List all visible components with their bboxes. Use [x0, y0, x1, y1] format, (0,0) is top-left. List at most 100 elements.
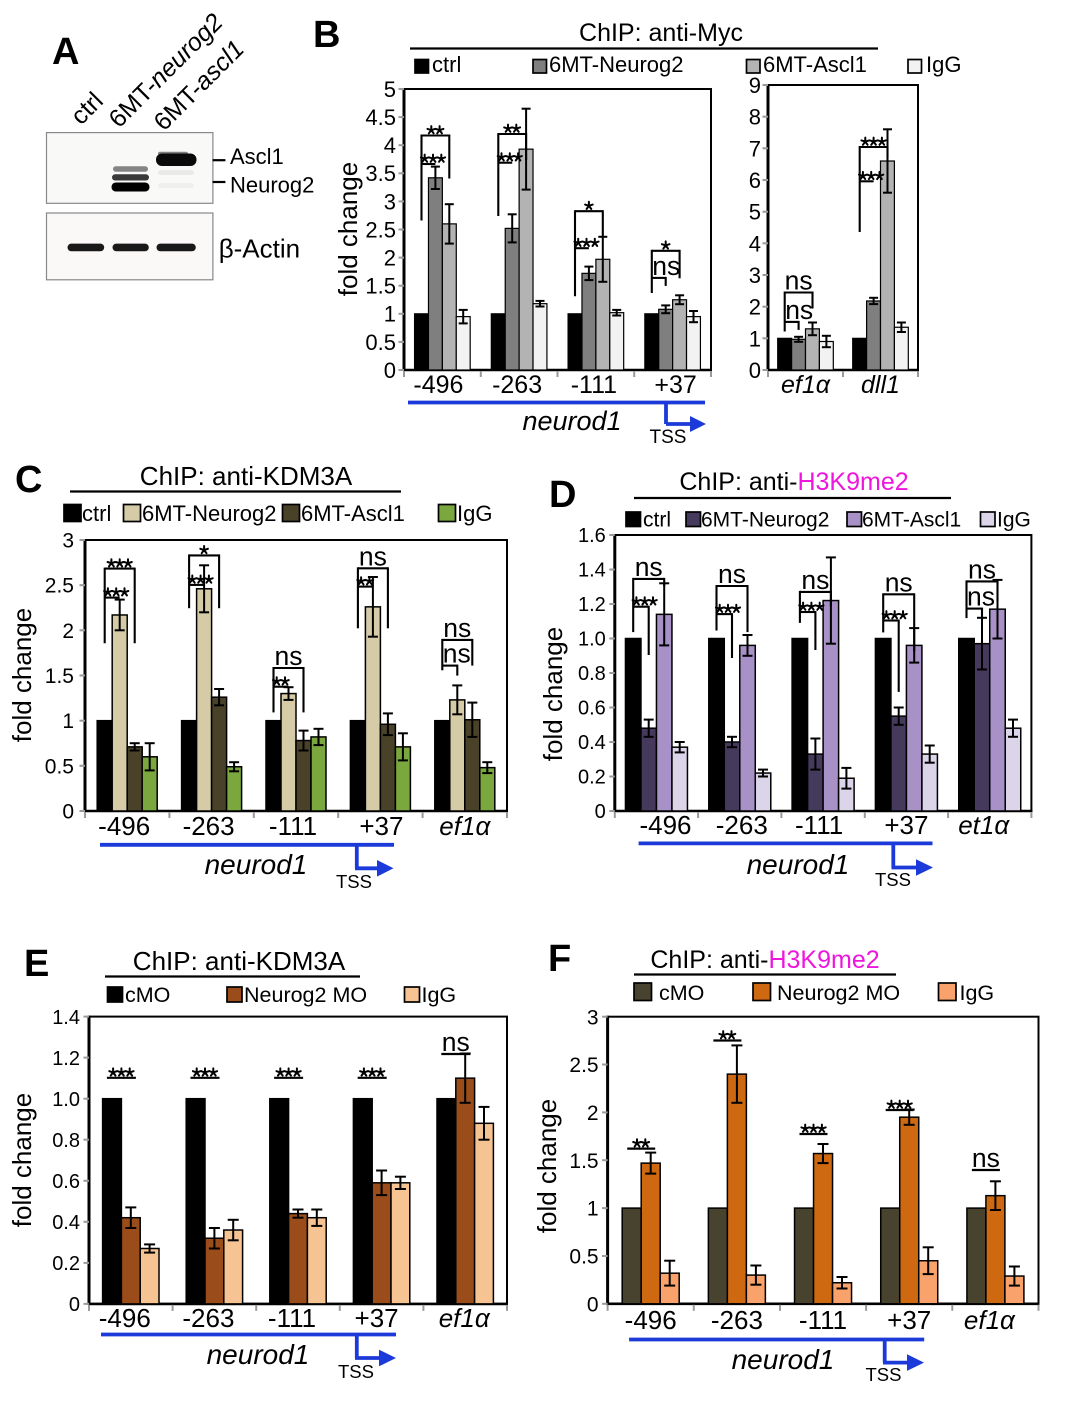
- svg-text:+37: +37: [654, 371, 696, 399]
- svg-text:1.0: 1.0: [578, 629, 606, 651]
- svg-text:1.5: 1.5: [365, 274, 396, 299]
- svg-text:ns: ns: [718, 559, 746, 589]
- svg-text:ns: ns: [635, 552, 663, 582]
- svg-text:1.0: 1.0: [52, 1089, 80, 1111]
- svg-text:fold change: fold change: [538, 627, 568, 761]
- svg-text:A: A: [52, 31, 79, 73]
- svg-text:β-Actin: β-Actin: [219, 234, 300, 264]
- svg-text:1.5: 1.5: [569, 1150, 598, 1173]
- svg-text:+37: +37: [355, 1303, 399, 1333]
- svg-text:4.5: 4.5: [365, 105, 396, 130]
- svg-text:ef1α: ef1α: [781, 371, 831, 399]
- svg-text:neurod1: neurod1: [205, 849, 308, 880]
- svg-text:-496: -496: [413, 371, 463, 399]
- svg-text:ChIP: anti-KDM3A: ChIP: anti-KDM3A: [133, 946, 346, 976]
- svg-text:-111: -111: [795, 810, 843, 840]
- svg-text:IgG: IgG: [457, 501, 492, 526]
- svg-text:et1α: et1α: [958, 810, 1010, 840]
- svg-text:neurod1: neurod1: [522, 406, 621, 436]
- svg-text:-496: -496: [625, 1305, 677, 1335]
- svg-text:Neurog2 MO: Neurog2 MO: [244, 983, 367, 1007]
- svg-text:3.5: 3.5: [365, 161, 396, 186]
- svg-text:-111: -111: [799, 1305, 847, 1335]
- svg-text:0.8: 0.8: [52, 1130, 80, 1152]
- svg-text:3: 3: [62, 530, 74, 553]
- svg-text:ns: ns: [652, 251, 680, 281]
- svg-text:0.6: 0.6: [578, 698, 606, 720]
- svg-text:dll1: dll1: [861, 371, 900, 399]
- svg-text:ns: ns: [443, 613, 471, 643]
- svg-text:-263: -263: [716, 810, 768, 840]
- svg-text:-496: -496: [639, 810, 691, 840]
- svg-text:1: 1: [62, 710, 74, 733]
- svg-text:-263: -263: [492, 371, 542, 399]
- svg-text:0: 0: [384, 358, 396, 383]
- svg-text:5: 5: [749, 200, 761, 225]
- svg-text:3: 3: [384, 189, 396, 214]
- svg-text:1.4: 1.4: [52, 1007, 80, 1029]
- svg-text:4: 4: [384, 133, 396, 158]
- svg-text:0: 0: [587, 1293, 599, 1316]
- svg-text:fold change: fold change: [333, 162, 363, 296]
- svg-text:1: 1: [384, 302, 396, 327]
- svg-text:ns: ns: [967, 582, 995, 612]
- svg-text:4: 4: [749, 231, 761, 256]
- svg-text:1: 1: [749, 326, 761, 351]
- svg-text:ChIP: anti-KDM3A: ChIP: anti-KDM3A: [140, 461, 353, 491]
- svg-text:+37: +37: [887, 1305, 931, 1335]
- svg-text:B: B: [313, 14, 340, 56]
- svg-text:0: 0: [62, 801, 74, 824]
- svg-text:ns: ns: [442, 1027, 470, 1057]
- svg-text:IgG: IgG: [960, 981, 995, 1005]
- svg-text:+37: +37: [884, 810, 928, 840]
- svg-text:C: C: [15, 459, 42, 501]
- svg-text:ns: ns: [972, 1143, 1000, 1173]
- svg-text:1.6: 1.6: [578, 525, 606, 547]
- svg-text:6MT-Ascl1: 6MT-Ascl1: [763, 52, 867, 77]
- svg-text:0: 0: [749, 358, 761, 383]
- svg-text:-111: -111: [269, 811, 317, 841]
- svg-text:2: 2: [62, 620, 74, 643]
- svg-text:fold change: fold change: [7, 608, 37, 742]
- svg-text:1.5: 1.5: [45, 665, 74, 688]
- svg-text:ChIP: anti-H3K9me2: ChIP: anti-H3K9me2: [650, 946, 879, 974]
- svg-text:0.4: 0.4: [52, 1212, 80, 1234]
- svg-text:2.5: 2.5: [45, 575, 74, 598]
- svg-text:cMO: cMO: [659, 981, 704, 1005]
- svg-text:ns: ns: [785, 295, 813, 325]
- svg-text:E: E: [24, 943, 49, 985]
- svg-text:+37: +37: [359, 811, 403, 841]
- svg-text:2: 2: [587, 1102, 599, 1125]
- svg-text:TSS: TSS: [866, 1364, 902, 1385]
- svg-text:7: 7: [749, 136, 761, 161]
- svg-text:cMO: cMO: [125, 983, 170, 1007]
- svg-text:neurod1: neurod1: [207, 1339, 310, 1370]
- svg-text:IgG: IgG: [926, 52, 961, 77]
- svg-text:-263: -263: [183, 811, 235, 841]
- svg-text:0.2: 0.2: [578, 767, 606, 789]
- svg-text:1: 1: [587, 1198, 599, 1221]
- svg-text:F: F: [548, 938, 571, 980]
- svg-text:ns: ns: [885, 567, 913, 597]
- svg-text:ns: ns: [359, 541, 387, 571]
- svg-text:6MT-Neurog2: 6MT-Neurog2: [142, 501, 277, 526]
- svg-text:Neurog2 MO: Neurog2 MO: [777, 981, 900, 1005]
- svg-text:9: 9: [749, 73, 761, 98]
- svg-text:0.5: 0.5: [569, 1246, 598, 1269]
- svg-text:0.6: 0.6: [52, 1171, 80, 1193]
- svg-text:8: 8: [749, 105, 761, 130]
- svg-text:-263: -263: [182, 1303, 234, 1333]
- svg-text:3: 3: [749, 263, 761, 288]
- svg-text:ef1α: ef1α: [964, 1305, 1016, 1335]
- svg-text:2: 2: [384, 246, 396, 271]
- svg-text:3: 3: [587, 1006, 599, 1029]
- svg-text:ns: ns: [801, 565, 829, 595]
- svg-text:1.4: 1.4: [578, 560, 606, 582]
- svg-text:0.5: 0.5: [45, 755, 74, 778]
- svg-text:0.5: 0.5: [365, 330, 396, 355]
- svg-text:IgG: IgG: [997, 509, 1031, 532]
- svg-text:ChIP: anti-H3K9me2: ChIP: anti-H3K9me2: [679, 468, 908, 496]
- svg-text:-263: -263: [711, 1305, 763, 1335]
- svg-text:2.5: 2.5: [569, 1054, 598, 1077]
- svg-text:IgG: IgG: [422, 983, 457, 1007]
